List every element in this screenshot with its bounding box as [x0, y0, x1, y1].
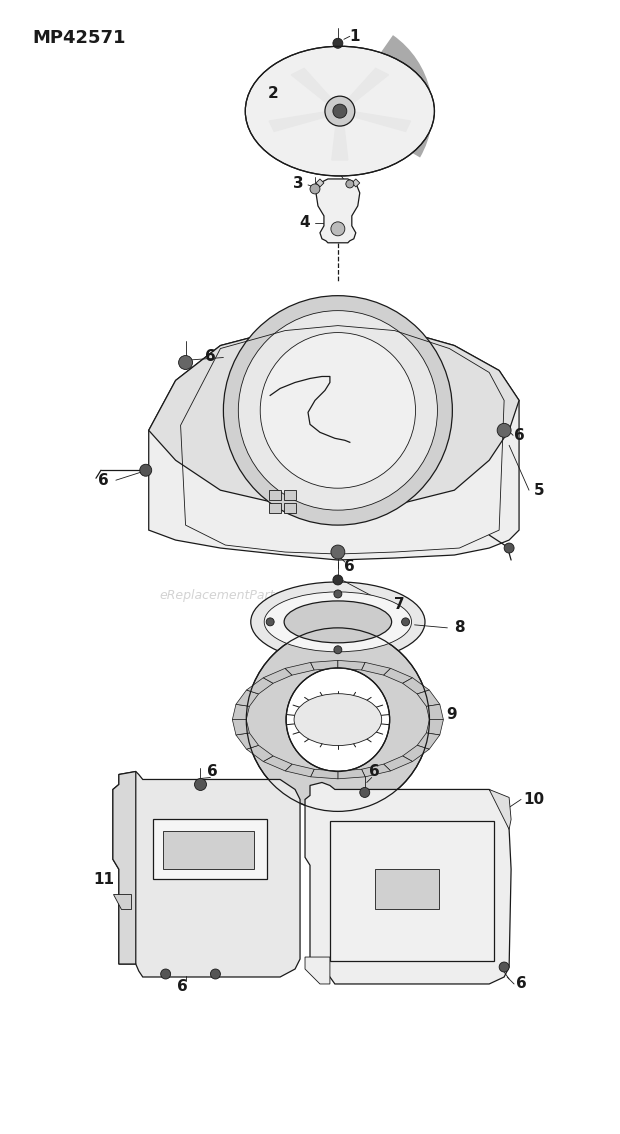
Circle shape [333, 39, 343, 49]
Circle shape [260, 332, 415, 489]
Polygon shape [113, 895, 131, 909]
Text: 10: 10 [523, 792, 544, 807]
FancyBboxPatch shape [153, 820, 267, 879]
Circle shape [179, 356, 193, 370]
Text: 6: 6 [97, 473, 108, 488]
Circle shape [161, 970, 171, 979]
Polygon shape [427, 720, 443, 735]
Text: 2: 2 [268, 86, 278, 101]
Polygon shape [417, 689, 440, 706]
Polygon shape [384, 756, 412, 771]
Text: MP42571: MP42571 [32, 28, 126, 46]
Polygon shape [264, 668, 292, 684]
Polygon shape [384, 668, 412, 684]
Polygon shape [347, 111, 410, 132]
Text: 5: 5 [534, 483, 544, 498]
Circle shape [333, 575, 343, 585]
Polygon shape [311, 769, 338, 779]
Polygon shape [489, 789, 511, 829]
Polygon shape [247, 745, 273, 762]
Text: 6: 6 [205, 349, 216, 364]
Text: 6: 6 [370, 764, 380, 779]
Circle shape [266, 618, 274, 626]
Circle shape [331, 545, 345, 559]
FancyBboxPatch shape [162, 831, 254, 870]
Polygon shape [232, 720, 249, 735]
Polygon shape [113, 771, 300, 978]
Polygon shape [247, 678, 273, 694]
Circle shape [333, 104, 347, 118]
FancyBboxPatch shape [269, 490, 281, 500]
Circle shape [504, 543, 514, 553]
Circle shape [334, 645, 342, 654]
Polygon shape [342, 68, 389, 108]
Polygon shape [338, 769, 365, 779]
Polygon shape [305, 957, 330, 984]
Circle shape [140, 464, 152, 476]
Ellipse shape [284, 601, 392, 643]
Polygon shape [149, 322, 519, 510]
Circle shape [210, 970, 220, 979]
FancyBboxPatch shape [330, 821, 494, 960]
Polygon shape [236, 689, 259, 706]
Text: 6: 6 [177, 980, 188, 995]
Polygon shape [352, 179, 360, 187]
Polygon shape [316, 179, 360, 243]
Text: 7: 7 [394, 598, 405, 612]
Polygon shape [402, 678, 429, 694]
Text: eReplacementParts.com: eReplacementParts.com [159, 589, 312, 602]
Polygon shape [236, 733, 259, 750]
Circle shape [360, 787, 370, 797]
Text: 6: 6 [516, 976, 526, 991]
FancyBboxPatch shape [284, 490, 296, 500]
Text: 8: 8 [454, 620, 464, 635]
Text: 6: 6 [207, 764, 218, 779]
Polygon shape [332, 117, 348, 160]
Circle shape [223, 296, 453, 525]
FancyBboxPatch shape [269, 503, 281, 513]
Polygon shape [361, 764, 391, 777]
Polygon shape [232, 704, 249, 720]
Text: 1: 1 [350, 28, 360, 44]
Circle shape [310, 184, 320, 194]
Polygon shape [269, 111, 333, 132]
Text: 3: 3 [293, 177, 303, 192]
Circle shape [497, 423, 511, 438]
Circle shape [195, 778, 206, 790]
Polygon shape [417, 733, 440, 750]
Text: 6: 6 [345, 559, 355, 574]
Wedge shape [246, 628, 430, 812]
Wedge shape [340, 35, 432, 158]
Polygon shape [402, 745, 429, 762]
Ellipse shape [250, 582, 425, 662]
Ellipse shape [246, 46, 435, 176]
Polygon shape [427, 704, 443, 720]
Text: 9: 9 [446, 708, 457, 722]
Polygon shape [149, 322, 519, 560]
Polygon shape [291, 68, 338, 108]
Circle shape [238, 311, 438, 510]
Polygon shape [285, 764, 314, 777]
Polygon shape [305, 782, 511, 984]
Circle shape [346, 180, 354, 188]
Polygon shape [285, 662, 314, 675]
Polygon shape [113, 771, 136, 964]
Text: 11: 11 [94, 872, 115, 887]
Polygon shape [316, 179, 324, 187]
Polygon shape [338, 660, 365, 670]
Circle shape [499, 962, 509, 972]
Circle shape [334, 590, 342, 598]
FancyBboxPatch shape [374, 870, 440, 909]
FancyBboxPatch shape [284, 503, 296, 513]
Circle shape [402, 618, 410, 626]
Ellipse shape [264, 592, 412, 652]
Text: 4: 4 [299, 215, 311, 230]
Ellipse shape [294, 694, 382, 745]
Circle shape [331, 222, 345, 236]
Polygon shape [361, 662, 391, 675]
Circle shape [325, 96, 355, 126]
Polygon shape [311, 660, 338, 670]
Polygon shape [264, 756, 292, 771]
Text: 6: 6 [514, 428, 525, 442]
